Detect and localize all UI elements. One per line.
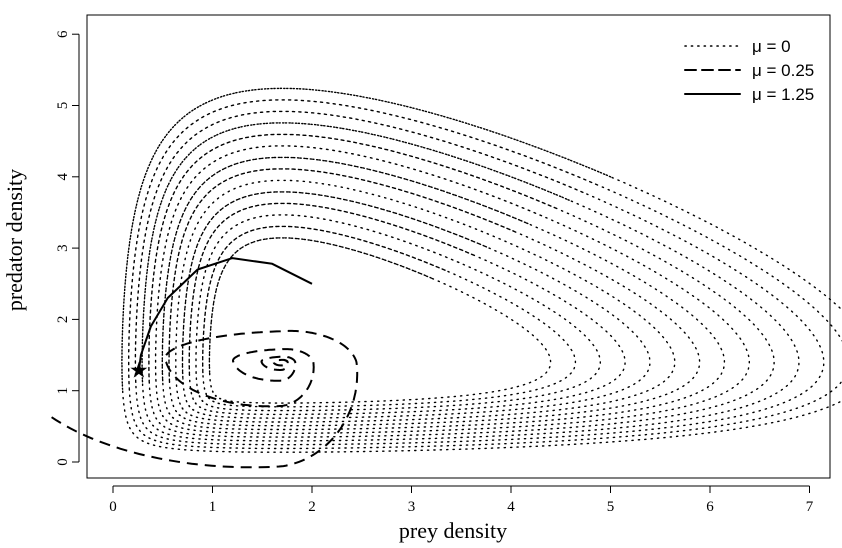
- series-mu-0-loop: [161, 156, 726, 431]
- x-tick-label: 3: [408, 499, 416, 515]
- series-mu-0-loop: [168, 168, 701, 427]
- series-mu-0.25-line: [51, 329, 359, 469]
- series-mu-0-loop: [195, 214, 601, 412]
- x-tick-label: 4: [507, 499, 515, 515]
- x-axis-title: prey density: [399, 518, 507, 543]
- y-axis-title: predator density: [2, 169, 27, 311]
- y-tick-label: 1: [55, 387, 71, 395]
- series-mu-0-loop: [127, 99, 842, 450]
- series-mu-0-loop: [188, 202, 626, 416]
- y-tick-label: 4: [55, 173, 71, 181]
- series-mu-1.25-line: [137, 257, 313, 371]
- series-mu-0-loop: [141, 122, 800, 442]
- series-mu-0-loop: [208, 237, 552, 404]
- y-tick-label: 0: [55, 458, 71, 466]
- legend-label: μ = 0: [752, 37, 791, 56]
- plot-frame: [86, 14, 831, 479]
- series-mu-0-loop: [148, 133, 775, 438]
- legend: μ = 0 μ = 0.25 μ = 1.25: [684, 37, 814, 104]
- y-tick-label: 2: [55, 316, 71, 324]
- series-mu-0-loop: [154, 145, 750, 434]
- x-tick-label: 7: [806, 499, 814, 515]
- series-mu-0-loop: [181, 191, 651, 419]
- series-mu-0-loop: [134, 110, 825, 446]
- x-tick-label: 6: [706, 499, 714, 515]
- y-tick-label: 3: [55, 244, 71, 252]
- x-tick-label: 5: [607, 499, 615, 515]
- x-tick-label: 2: [308, 499, 316, 515]
- series-mu-0-loop: [175, 179, 676, 423]
- legend-label: μ = 1.25: [752, 85, 814, 104]
- x-tick-label: 1: [209, 499, 217, 515]
- start-star-marker: ★: [129, 359, 149, 384]
- y-tick-label: 5: [55, 102, 71, 110]
- legend-label: μ = 0.25: [752, 61, 814, 80]
- x-tick-label: 0: [109, 499, 117, 515]
- y-tick-label: 6: [55, 30, 71, 38]
- series-mu-0-loop: [121, 87, 842, 453]
